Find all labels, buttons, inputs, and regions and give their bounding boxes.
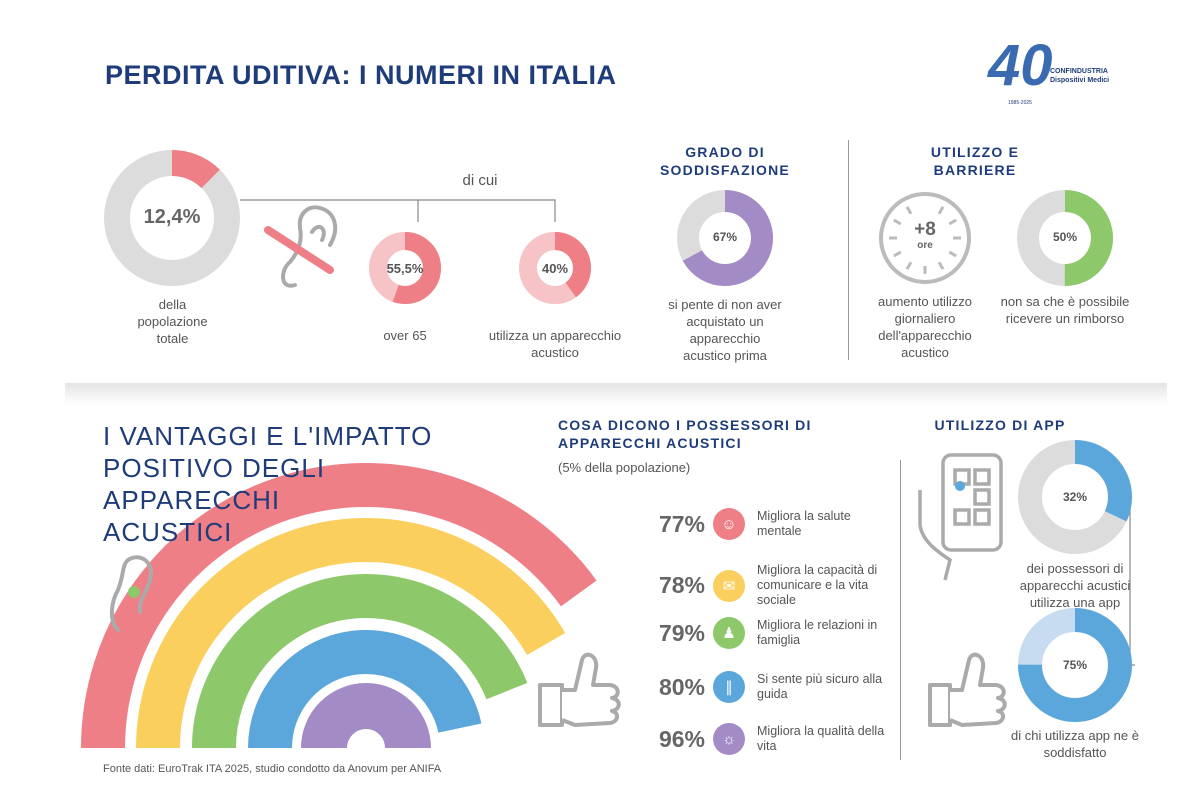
heading-line: APPARECCHI	[103, 485, 281, 515]
donut-segment	[1018, 608, 1132, 722]
clock-icon	[879, 192, 971, 284]
logo: 40 CONFINDUSTRIA Dispositivi Medici 1985…	[988, 33, 1118, 108]
logo-sub: Dispositivi Medici	[1050, 77, 1110, 84]
app-header: UTILIZZO DI APP	[934, 417, 1066, 433]
app-sat-caption: di chi utilizza app ne è soddisfatto	[1011, 728, 1139, 760]
app-use-value: 32%	[1062, 490, 1088, 504]
benefit-value: 78%	[658, 572, 705, 598]
app-sat-value: 75%	[1062, 658, 1088, 672]
heading-line: POSITIVO DEGLI	[103, 453, 326, 483]
rainbow-arc	[192, 574, 528, 749]
refund-value: 50%	[1052, 230, 1078, 244]
owners-sub: (5% della popolazione)	[558, 460, 691, 475]
benefits-heading: I VANTAGGI E L'IMPATTO POSITIVO DEGLI AP…	[103, 420, 432, 548]
head-icon: ☺	[713, 508, 745, 540]
donut-soddisfatto-app	[1018, 608, 1132, 722]
clock-tick	[948, 218, 957, 226]
heading-line: I VANTAGGI E L'IMPATTO	[103, 421, 433, 451]
benefit-value: 96%	[658, 725, 705, 752]
rainbow-arc	[301, 683, 431, 750]
thumbs-up-icon	[538, 652, 621, 727]
logo-brand: CONFINDUSTRIA	[1050, 68, 1108, 75]
donut-segment	[1018, 440, 1132, 554]
clock-unit: ore	[917, 240, 933, 251]
benefit-item: 96% ☼ Migliora la qualità della vita	[640, 723, 897, 755]
clock-caption: aumento utilizzo giornaliero dell'appare…	[878, 294, 972, 360]
logo-years: 1985-2025	[1008, 100, 1032, 106]
benefit-item: 77% ☺ Migliora la salute mentale	[640, 508, 897, 540]
benefit-text: Migliora la salute mentale	[757, 509, 851, 538]
donut-segment	[1017, 190, 1113, 286]
benefit-text: Migliora le relazioni in famiglia	[757, 618, 878, 647]
benefit-item: 79% ♟ Migliora le relazioni in famiglia	[640, 617, 897, 649]
divider	[900, 460, 901, 760]
over65-caption: over 65	[383, 328, 427, 343]
rainbow-arcs	[81, 463, 597, 750]
usage-header: UTILIZZO E BARRIERE	[930, 144, 1020, 178]
donut-utilizza-un-apparecchio	[519, 232, 591, 304]
donut-segment	[369, 232, 441, 304]
clock-tick	[905, 261, 913, 270]
benefit-text: Si sente più sicuro alla guida	[757, 672, 883, 701]
satisfaction-value: 67%	[712, 230, 738, 244]
logo-number: 40	[988, 33, 1053, 98]
section-divider-band	[65, 383, 1167, 405]
donut-soddisfazione	[677, 190, 773, 286]
ear-icon	[110, 555, 153, 632]
donut-rimborso	[1017, 190, 1113, 286]
benefit-value: 77%	[658, 510, 705, 537]
donut-segment	[104, 150, 240, 286]
benefit-value: 80%	[658, 673, 705, 700]
satisfaction-header: GRADO DI SODDISFAZIONE	[660, 144, 790, 178]
chat-icon: ✉	[713, 569, 745, 602]
owners-header: COSA DICONO I POSSESSORI DI APPARECCHI A…	[558, 417, 812, 451]
total-caption: della popolazione totale	[137, 297, 208, 346]
clock-value: +8	[914, 219, 936, 240]
device-caption: utilizza un apparecchio acustico	[488, 328, 622, 360]
rainbow-arc	[248, 630, 482, 749]
divider	[848, 140, 849, 360]
app-use-caption: dei possessori di apparecchi acustici ut…	[1019, 561, 1131, 610]
donut-over-65	[369, 232, 441, 304]
rainbow-arc	[81, 463, 597, 749]
benefit-value: 79%	[658, 619, 705, 646]
connector-lines	[240, 199, 556, 222]
family-icon: ♟	[713, 617, 745, 649]
di-cui-label: di cui	[462, 172, 498, 189]
sun-icon: ☼	[713, 723, 745, 755]
clock-tick	[937, 206, 945, 215]
clock-tick	[893, 218, 902, 226]
total-value: 12,4%	[143, 206, 201, 228]
smartphone-icon	[918, 453, 1003, 581]
clock-tick	[893, 250, 902, 258]
rainbow-arc	[136, 518, 566, 749]
page-title: PERDITA UDITIVA: I NUMERI IN ITALIA	[105, 60, 617, 90]
benefit-text: Migliora la qualità della vita	[757, 724, 885, 753]
donut-segment	[519, 232, 591, 304]
benefit-item: 80% ∥ Si sente più sicuro alla guida	[640, 671, 897, 703]
over65-value: 55,5%	[386, 261, 424, 276]
ear-crossed-icon	[264, 205, 338, 288]
thumbs-up-icon	[928, 652, 1007, 727]
heading-line: ACUSTICI	[103, 517, 233, 547]
benefit-item: 78% ✉ Migliora la capacità di comunicare…	[640, 563, 897, 608]
refund-caption: non sa che è possibile ricevere un rimbo…	[1000, 294, 1130, 326]
benefit-text: Migliora la capacità di comunicare e la …	[757, 563, 878, 607]
clock-tick	[948, 250, 957, 258]
donut-popolazione-totale	[104, 150, 240, 286]
source-note: Fonte dati: EuroTrak ITA 2025, studio co…	[103, 763, 442, 775]
satisfaction-caption: si pente di non aver acquistato un appar…	[668, 297, 782, 363]
road-icon: ∥	[713, 671, 745, 703]
donut-segment	[677, 190, 773, 286]
device-value: 40%	[541, 261, 569, 276]
donut-utilizza-app	[1018, 440, 1132, 554]
clock-tick	[905, 206, 913, 215]
clock-tick	[937, 261, 945, 270]
